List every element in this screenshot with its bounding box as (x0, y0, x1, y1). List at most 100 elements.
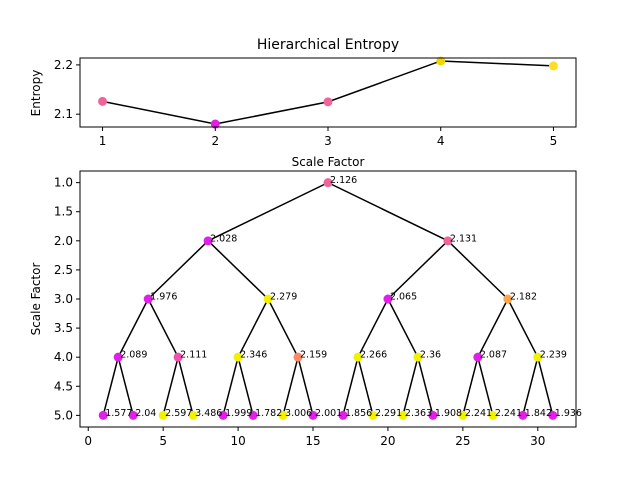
chart-title: Hierarchical Entropy (257, 37, 399, 53)
tree-edge (147, 240, 209, 300)
tree-node-label: 2.131 (450, 233, 477, 244)
tree-node-label: 2.111 (180, 350, 207, 361)
tree-node (188, 410, 198, 420)
tree-node-label: 1.856 (345, 408, 372, 419)
tree-node (233, 352, 243, 362)
entropy-tree-chart: 2.126 2.028 2.131 1.976 2.279 2.065 2.182 2.089… (29, 170, 582, 448)
tree-node (503, 294, 513, 304)
tree-edge (387, 240, 449, 300)
tree-edge (102, 356, 119, 416)
top-x-tick-label: 2 (211, 134, 219, 148)
tree-x-tick-label: 30 (530, 434, 545, 448)
tree-node (218, 410, 228, 420)
tree-node (533, 352, 543, 362)
tree-x-tick-label: 0 (84, 434, 92, 448)
tree-node-label: 2.159 (300, 350, 327, 361)
tree-node (158, 410, 168, 420)
top-x-tick-label: 5 (550, 134, 558, 148)
tree-node-label: 1.842 (525, 408, 552, 419)
tree-edge (447, 240, 509, 300)
tree-node-label: 2.597 (165, 408, 192, 419)
top-x-tick-label: 3 (324, 134, 332, 148)
tree-node-label: 2.001 (315, 408, 342, 419)
tree-x-tick-label: 25 (455, 434, 470, 448)
tree-node-label: 3.006 (285, 408, 312, 419)
tree-node-label: 1.999 (225, 408, 252, 419)
tree-edge (147, 298, 179, 358)
entropy-point (436, 56, 446, 66)
tree-node (113, 352, 123, 362)
tree-node (173, 352, 183, 362)
tree-node-label: 2.363 (405, 408, 432, 419)
tree-y-tick-label: 1.5 (54, 205, 73, 219)
tree-y-tick-label: 1.0 (54, 176, 73, 190)
top-x-axis-label: Scale Factor (292, 155, 365, 169)
top-x-tick-label: 1 (99, 134, 107, 148)
tree-y-tick-label: 5.0 (54, 408, 73, 422)
tree-x-tick-label: 15 (305, 434, 320, 448)
tree-edge (162, 356, 179, 416)
tree-node (278, 410, 288, 420)
tree-edge (282, 356, 299, 416)
entropy-point (548, 61, 558, 71)
tree-node (518, 410, 528, 420)
tree-node-label: 2.36 (420, 350, 441, 361)
tree-edge (237, 356, 254, 416)
tree-node (353, 352, 363, 362)
tree-node (143, 294, 153, 304)
tree-edge (327, 181, 449, 242)
tree-y-tick-label: 4.0 (54, 350, 73, 364)
tree-node-label: 2.239 (540, 350, 567, 361)
tree-node (473, 352, 483, 362)
tree-node-label: 3.486 (195, 408, 222, 419)
tree-edge (387, 298, 419, 358)
tree-edge (477, 298, 509, 358)
entropy-point (323, 97, 333, 107)
tree-node (548, 410, 558, 420)
tree-node (323, 178, 333, 188)
tree-edge (462, 356, 479, 416)
tree-edge (357, 298, 389, 358)
top-x-tick-label: 4 (437, 134, 445, 148)
tree-node-label: 2.065 (390, 292, 417, 303)
tree-node-label: 1.936 (555, 408, 582, 419)
top-y-tick-label: 2.2 (54, 58, 73, 72)
tree-node-label: 2.182 (510, 292, 537, 303)
tree-edge (222, 356, 239, 416)
tree-node (458, 410, 468, 420)
tree-x-tick-label: 5 (159, 434, 167, 448)
tree-node-label: 2.266 (360, 350, 387, 361)
tree-edge (417, 356, 434, 416)
tree-edge (117, 356, 134, 416)
tree-x-tick-label: 10 (230, 434, 245, 448)
tree-node-label: 2.291 (375, 408, 402, 419)
entropy-line-chart: Hierarchical Entropy 1 2 3 4 5 2.1 2.2 Scale … (29, 37, 577, 169)
tree-node-label: 1.782 (255, 408, 282, 419)
tree-y-tick-label: 4.5 (54, 379, 73, 393)
tree-edge (207, 240, 269, 300)
top-y-tick-label: 2.1 (54, 107, 73, 121)
tree-y-tick-label: 3.0 (54, 292, 73, 306)
tree-node (488, 410, 498, 420)
tree-node-label: 2.241 (465, 408, 492, 419)
tree-edge (507, 298, 539, 358)
tree-edge (357, 356, 374, 416)
tree-node-label: 2.126 (330, 175, 357, 186)
tree-node (383, 294, 393, 304)
tree-node-label: 1.976 (150, 292, 177, 303)
tree-node (443, 236, 453, 246)
tree-node (413, 352, 423, 362)
entropy-point (98, 96, 108, 106)
tree-y-tick-label: 3.5 (54, 321, 73, 335)
tree-edge (177, 356, 194, 416)
tree-node-label: 2.346 (240, 350, 267, 361)
top-y-axis-label: Entropy (29, 70, 43, 117)
tree-y-tick-label: 2.5 (54, 263, 73, 277)
tree-node-label: 2.04 (135, 408, 156, 419)
tree-node (203, 236, 213, 246)
tree-edge (342, 356, 359, 416)
tree-edge (237, 298, 269, 358)
tree-node-label: 2.279 (270, 292, 297, 303)
tree-node (293, 352, 303, 362)
